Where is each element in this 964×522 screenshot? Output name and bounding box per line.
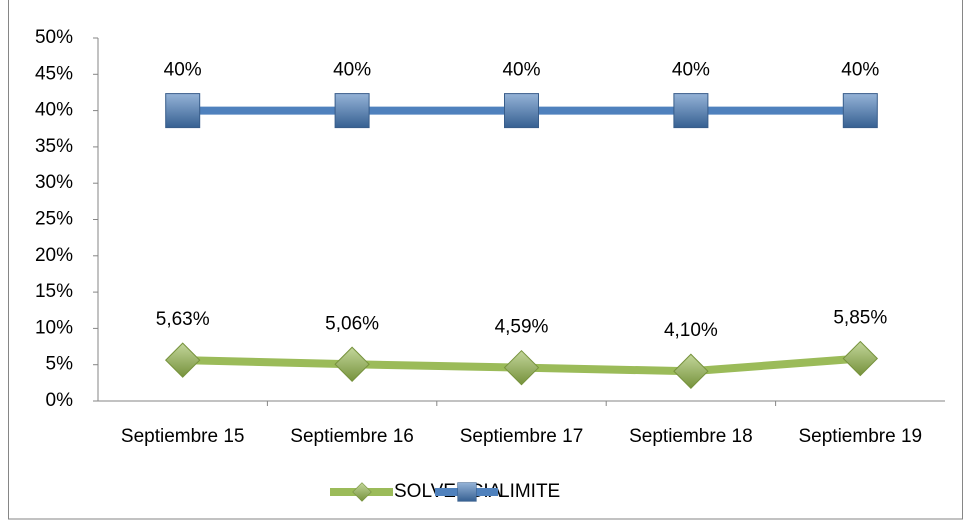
y-tick-label: 35% [35, 136, 73, 157]
y-tick-label: 40% [35, 100, 73, 121]
data-label: 40% [841, 60, 879, 81]
x-tick-label: Septiembre 17 [460, 426, 584, 447]
x-tick-label: Septiembre 16 [290, 426, 414, 447]
chart-frame [8, 0, 963, 520]
y-tick-label: 30% [35, 172, 73, 193]
y-tick-label: 15% [35, 281, 73, 302]
x-tick-label: Septiembre 18 [629, 426, 753, 447]
y-tick-label: 20% [35, 245, 73, 266]
data-label: 4,10% [664, 320, 718, 341]
data-point [673, 353, 709, 389]
data-label: 5,63% [156, 309, 210, 330]
data-point [842, 340, 879, 377]
data-label: 40% [672, 60, 710, 81]
data-label: 40% [502, 60, 540, 81]
x-tick-label: Septiembre 15 [121, 426, 245, 447]
legend-label: LIMITE [499, 481, 560, 502]
y-tick-label: 0% [46, 390, 74, 411]
y-tick-label: 45% [35, 63, 73, 84]
data-label: 40% [164, 60, 202, 81]
legend-marker [352, 482, 372, 502]
data-point [165, 93, 201, 129]
data-point [164, 342, 201, 378]
legend-marker [457, 482, 477, 502]
data-label: 40% [333, 60, 371, 81]
data-point [673, 93, 709, 129]
data-point [504, 93, 539, 129]
y-tick-label: 10% [35, 317, 73, 338]
data-label: 5,85% [833, 308, 887, 329]
data-point [503, 349, 540, 386]
data-label: 4,59% [495, 317, 549, 338]
data-point [334, 93, 370, 129]
y-tick-label: 25% [35, 209, 73, 230]
y-tick-label: 5% [46, 354, 74, 375]
data-point [334, 346, 370, 382]
data-label: 5,06% [325, 313, 379, 334]
data-point [842, 93, 878, 129]
y-tick-label: 50% [35, 27, 73, 48]
x-tick-label: Septiembre 19 [799, 426, 923, 447]
